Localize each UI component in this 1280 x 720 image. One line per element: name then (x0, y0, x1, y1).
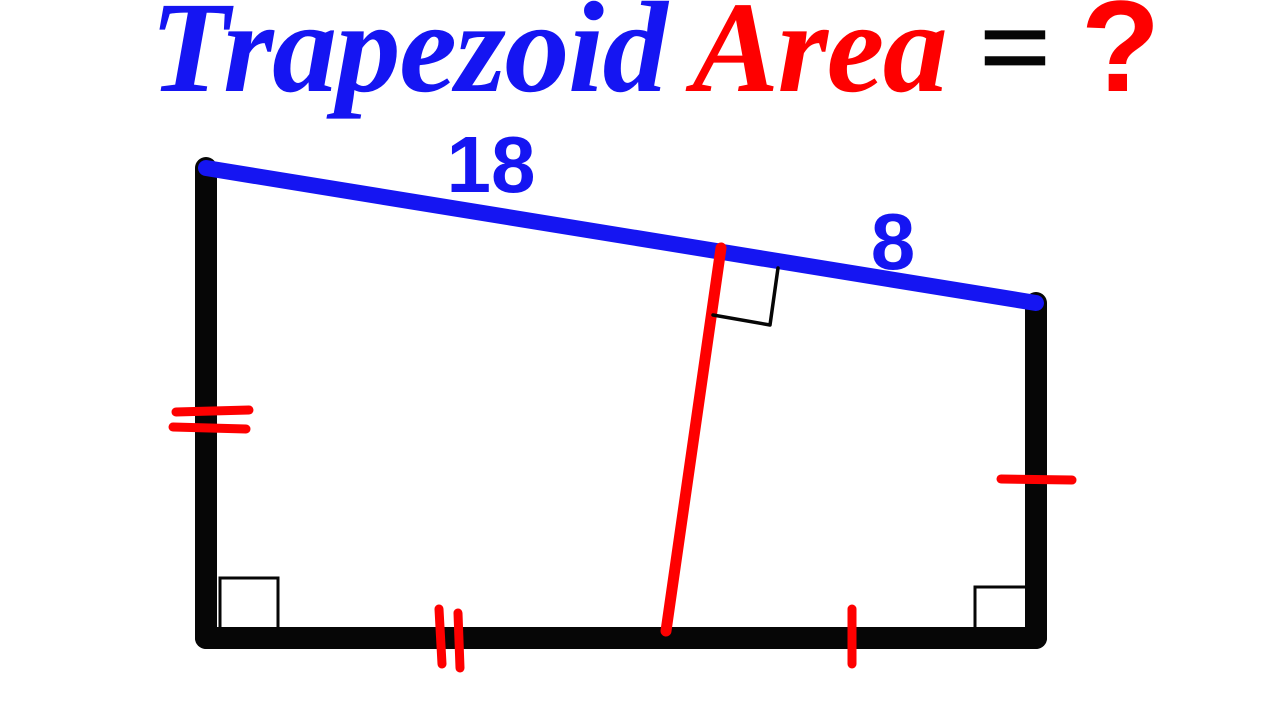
svg-text:8: 8 (871, 197, 916, 286)
svg-text:18: 18 (447, 120, 536, 209)
